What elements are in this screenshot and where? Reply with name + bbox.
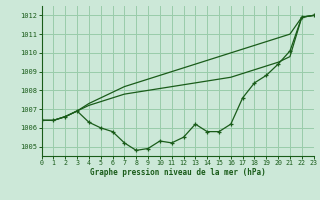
- X-axis label: Graphe pression niveau de la mer (hPa): Graphe pression niveau de la mer (hPa): [90, 168, 266, 177]
